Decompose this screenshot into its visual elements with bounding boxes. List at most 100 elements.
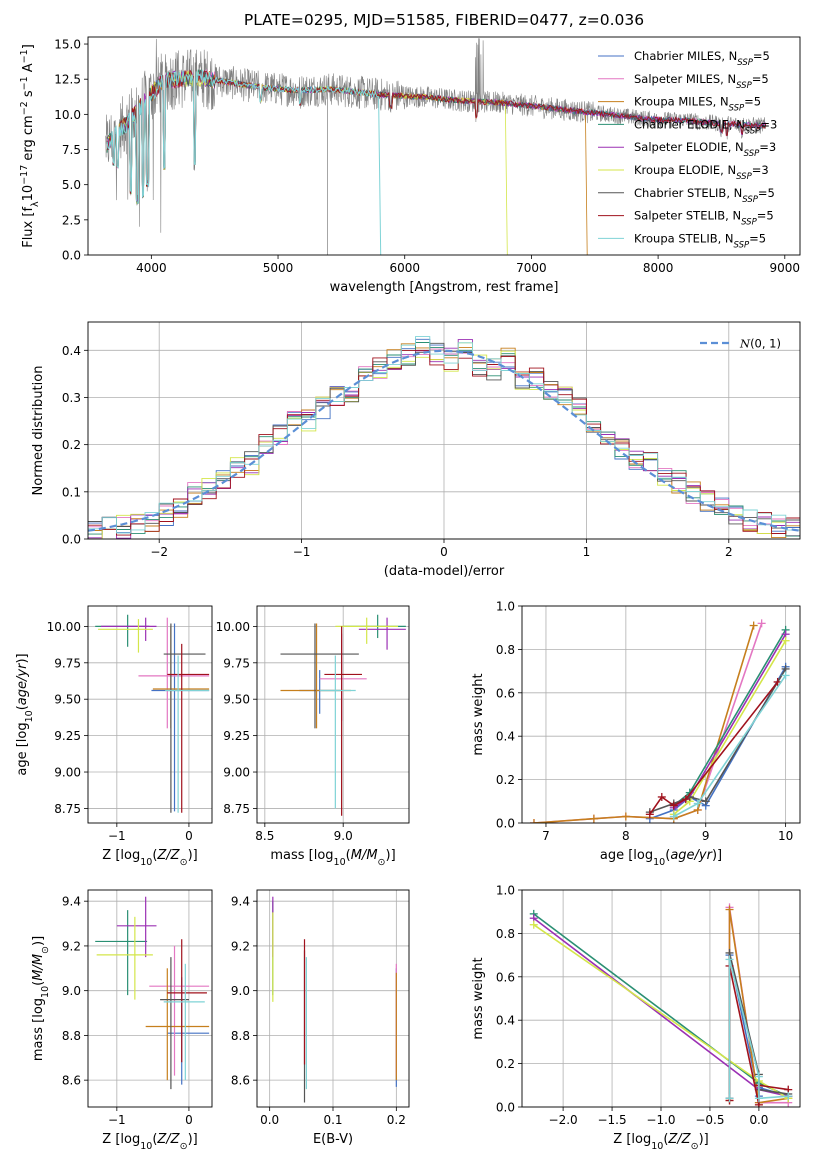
- x-tick-label: 7000: [516, 261, 547, 275]
- x-axis-label: Z [log10(Z/Z⊙)]: [102, 1132, 197, 1152]
- y-tick-label: 0.8: [496, 643, 515, 657]
- x-tick-label: −1: [293, 545, 311, 559]
- legend-label-1: Salpeter MILES, NSSP=5: [634, 72, 769, 91]
- x-tick-label: −1.5: [597, 1113, 626, 1127]
- x-tick-label: −1: [108, 829, 126, 843]
- weight-marker: [621, 812, 630, 821]
- errorbar-cross-4: [358, 617, 406, 650]
- weight-marker: [529, 920, 538, 929]
- y-tick-label: 1.0: [496, 600, 515, 614]
- plot-area-mass_vs_Z: [95, 896, 210, 1090]
- model-spectrum-line-1: [106, 68, 767, 203]
- y-tick-label: 8.8: [62, 1029, 81, 1043]
- weight-marker: [669, 812, 678, 821]
- legend-label-0: Chabrier MILES, NSSP=5: [634, 49, 770, 68]
- y-axis-label: Flux [fλ10−17 erg cm−2 s−1 A−1]: [19, 44, 41, 248]
- y-tick-label: 9.2: [62, 939, 81, 953]
- y-tick-label: 0.0: [496, 817, 515, 831]
- plot-area-age_vs_mass: [280, 614, 406, 816]
- gaussian-reference-curve: [88, 349, 800, 532]
- weight-marker: [725, 955, 734, 964]
- y-tick-label: 0.2: [496, 1057, 515, 1071]
- weight-marker: [784, 1092, 793, 1101]
- y-axis-label: mass [log10(M/M⊙)]: [31, 936, 51, 1061]
- x-tick-label: 0.1: [323, 1113, 342, 1127]
- weight-marker: [781, 671, 790, 680]
- legend-label-3: Chabrier ELODIE, NSSP=3: [634, 117, 777, 136]
- errorbar-cross-8: [319, 655, 356, 809]
- legend-label-5: Kroupa ELODIE, NSSP=3: [634, 163, 769, 182]
- weight-marker: [754, 1072, 763, 1081]
- weight-marker: [781, 636, 790, 645]
- legend-label-8: Kroupa STELIB, NSSP=5: [634, 231, 766, 250]
- y-tick-label: 0.2: [62, 438, 81, 452]
- model-spectrum-line-6: [106, 69, 766, 205]
- weight-marker: [589, 814, 598, 823]
- axes-frame: [87, 889, 213, 1108]
- y-axis-label: Normed distribution: [31, 366, 46, 496]
- y-tick-label: 0.6: [496, 686, 515, 700]
- plot-area-weight_vs_age: [529, 619, 790, 823]
- y-tick-label: 8.6: [62, 1074, 81, 1088]
- x-tick-label: 0.0: [260, 1113, 279, 1127]
- x-tick-label: 10: [778, 829, 793, 843]
- y-tick-label: 9.0: [62, 984, 81, 998]
- errorbar-cross-7: [324, 626, 362, 816]
- errorbar-cross-7: [167, 939, 207, 1063]
- y-tick-label: 15.0: [54, 38, 81, 52]
- spectrum-legend: Chabrier MILES, NSSP=5 Salpeter MILES, NS…: [598, 49, 777, 250]
- plot-area-mass_vs_ebv: [272, 896, 397, 1103]
- errorbar-cross-7: [167, 643, 210, 813]
- errorbar-cross-2: [280, 623, 352, 729]
- y-tick-label: 10.00: [47, 620, 81, 634]
- x-tick-label: 8000: [643, 261, 674, 275]
- x-axis-label: E(B-V): [313, 1132, 353, 1147]
- model-spectrum-line-8: [106, 69, 382, 255]
- weight-marker: [669, 801, 678, 810]
- x-tick-label: 0: [440, 545, 448, 559]
- y-tick-label: 10.00: [216, 620, 250, 634]
- y-tick-label: 9.0: [231, 984, 250, 998]
- axes-frame: [87, 605, 213, 824]
- errorbar-cross-0: [151, 623, 210, 812]
- x-tick-label: 6000: [389, 261, 420, 275]
- y-tick-label: 9.75: [54, 656, 81, 670]
- x-tick-label: 0: [185, 829, 193, 843]
- axes-mass_vs_ebv: 0.0 0.1 0.2 8.6 8.8 9.0 9.2 9.4 E(B-V): [231, 889, 410, 1147]
- x-axis-label: (data-model)/error: [384, 564, 505, 579]
- y-tick-label: 0.2: [496, 773, 515, 787]
- x-tick-label: −1.0: [646, 1113, 675, 1127]
- y-tick-label: 9.50: [223, 693, 250, 707]
- y-tick-label: 0.0: [62, 249, 81, 263]
- y-axis-label: age [log10(age/yr)]: [15, 653, 35, 775]
- x-tick-label: 9: [702, 829, 710, 843]
- x-tick-label: 2: [725, 545, 733, 559]
- weight-marker: [681, 795, 690, 804]
- x-axis-label: wavelength [Angstrom, rest frame]: [330, 280, 559, 295]
- y-tick-label: 9.00: [54, 766, 81, 780]
- y-tick-label: 8.6: [231, 1074, 250, 1088]
- plot-area-residuals: [88, 336, 800, 539]
- y-tick-label: 8.8: [231, 1029, 250, 1043]
- x-tick-label: 0.2: [387, 1113, 406, 1127]
- axes-age_vs_mass: 8.5 9.0 8.75 9.00 9.25 9.50 9.75 10.00 mass [log…: [216, 605, 410, 868]
- y-tick-label: 2.5: [62, 213, 81, 227]
- x-tick-label: 4000: [136, 261, 167, 275]
- errorbar-cross-1: [149, 945, 210, 1076]
- errorbar-cross-5: [335, 617, 399, 644]
- plot-area-spectrum: [105, 38, 767, 255]
- axes-weight_vs_Z: −2.0 −1.5 −1.0 −0.5 0.0 0.0 0.2 0.4 0.6 0.8 1.0 Z […: [471, 884, 801, 1152]
- errorbar-cross-6: [163, 623, 206, 813]
- y-tick-label: 9.50: [54, 693, 81, 707]
- x-axis-label: Z [log10(Z/Z⊙)]: [102, 848, 197, 868]
- axes-mass_vs_Z: −1 0 8.6 8.8 9.0 9.2 9.4 Z [log10(Z/Z⊙)] mass [l…: [31, 889, 213, 1152]
- x-tick-label: −2.0: [549, 1113, 578, 1127]
- y-tick-label: 10.0: [54, 108, 81, 122]
- y-tick-label: 0.1: [62, 485, 81, 499]
- errorbar-cross-8: [165, 655, 210, 813]
- x-tick-label: 9.0: [334, 829, 353, 843]
- y-tick-label: 12.5: [54, 73, 81, 87]
- weight-marker: [754, 1094, 763, 1103]
